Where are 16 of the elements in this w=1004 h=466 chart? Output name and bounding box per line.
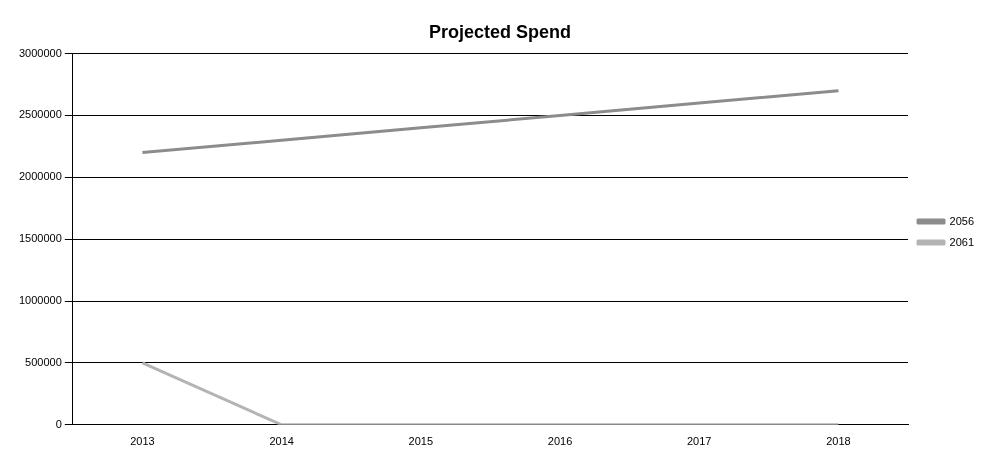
y-tick-label: 0 <box>55 417 62 430</box>
y-tick-label: 2500000 <box>19 108 62 121</box>
x-tick-label: 2014 <box>269 435 294 448</box>
x-tick-label: 2018 <box>826 435 851 448</box>
legend-label: 2061 <box>949 235 975 248</box>
y-tick-label: 3000000 <box>19 46 62 59</box>
x-tick-label: 2017 <box>686 435 712 448</box>
y-tick-label: 500000 <box>25 355 62 368</box>
x-tick-label: 2013 <box>130 435 155 448</box>
y-tick-label: 1000000 <box>19 294 62 307</box>
y-tick-label: 2000000 <box>19 170 62 183</box>
y-tick-label: 1500000 <box>19 232 62 245</box>
legend-label: 2056 <box>949 214 975 227</box>
x-tick-label: 2015 <box>408 435 434 448</box>
x-tick-label: 2016 <box>547 435 573 448</box>
chart-title: Projected Spend <box>428 21 572 42</box>
